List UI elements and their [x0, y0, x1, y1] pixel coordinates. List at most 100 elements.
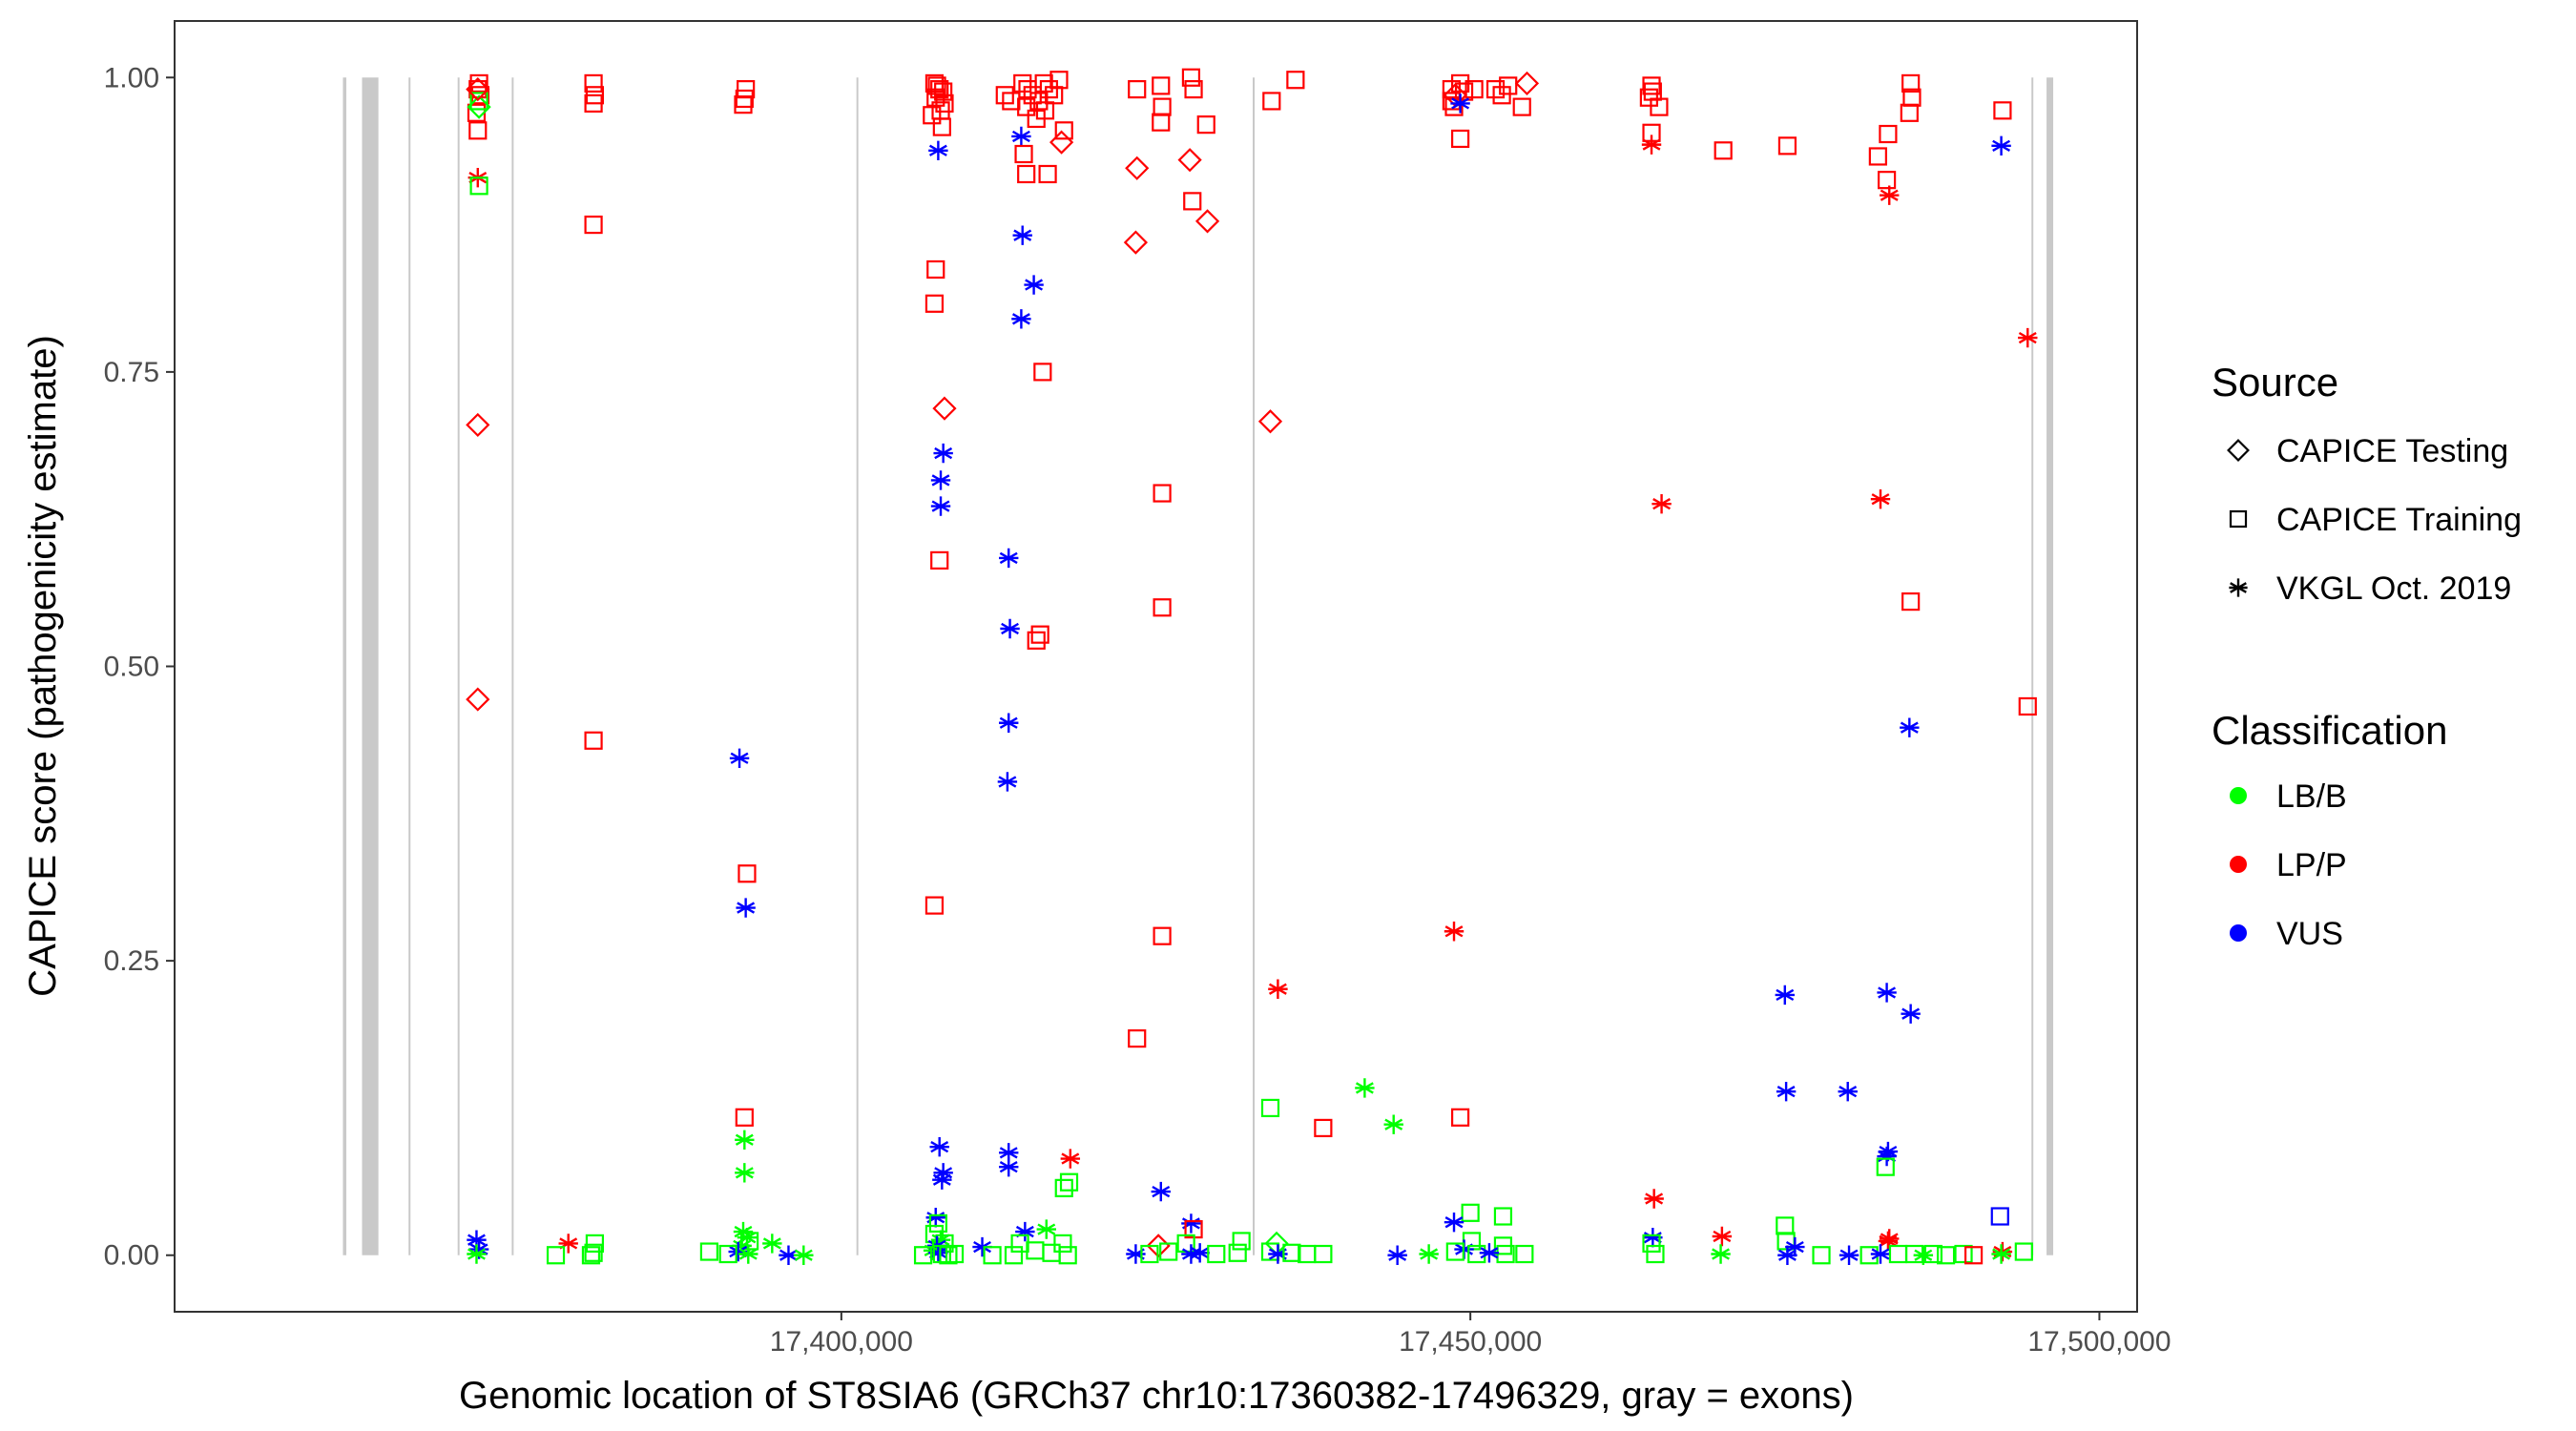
x-tick-label: 17,500,000: [2027, 1326, 2171, 1358]
data-point: [1880, 185, 1900, 205]
data-point: [1963, 1246, 1984, 1265]
data-point: [1496, 1244, 1515, 1264]
data-point: [1038, 164, 1057, 184]
data-point: [983, 1246, 1002, 1265]
data-point: [1444, 1212, 1465, 1233]
legend-key-square-icon: [2229, 509, 2248, 529]
data-point: [1775, 985, 1795, 1006]
data-point: [1465, 80, 1484, 99]
legend-shape-entries: CAPICE Testing CAPICE Training VKGL Oct. 2…: [2227, 433, 2522, 607]
exon-band: [2046, 77, 2054, 1255]
data-point: [1153, 926, 1172, 945]
plot-background: [175, 21, 2137, 1312]
data-point: [1152, 113, 1171, 132]
data-point: [1643, 1228, 1663, 1248]
data-point: [1954, 1244, 1973, 1264]
data-point: [1039, 80, 1059, 99]
data-point: [1877, 983, 1897, 1003]
data-point: [1059, 1172, 1079, 1192]
data-point: [1992, 1241, 2013, 1262]
data-point: [1054, 121, 1073, 140]
data-point: [1870, 1244, 1891, 1264]
data-point: [733, 1221, 754, 1242]
data-point: [699, 1242, 719, 1261]
data-point: [926, 259, 945, 280]
data-point: [1181, 1244, 1201, 1264]
data-point: [1639, 88, 1658, 107]
data-point: [1184, 80, 1203, 99]
legend-key-asterisk-icon: [2229, 578, 2248, 597]
data-point: [468, 1239, 489, 1259]
data-point: [1991, 1244, 2011, 1264]
data-point: [999, 548, 1019, 569]
data-point: [1268, 979, 1288, 999]
data-point: [2014, 1242, 2033, 1261]
data-point: [1257, 409, 1283, 434]
data-point: [1286, 71, 1305, 90]
data-point: [466, 412, 490, 438]
exon-band: [856, 77, 859, 1255]
data-point: [930, 550, 949, 570]
data-point: [1515, 1244, 1534, 1264]
data-point: [1355, 1078, 1375, 1098]
data-point: [1017, 97, 1036, 116]
data-point: [1479, 1243, 1500, 1263]
data-point: [1650, 97, 1669, 116]
data-point: [924, 896, 945, 915]
y-tick-label: 1.00: [104, 62, 159, 93]
data-point: [929, 1136, 949, 1157]
data-point: [1461, 1203, 1480, 1222]
data-point: [1123, 230, 1149, 255]
data-point: [1499, 76, 1518, 95]
data-point: [468, 121, 488, 140]
data-point: [1228, 1243, 1247, 1262]
data-point: [1207, 1244, 1226, 1264]
data-point: [1190, 1243, 1210, 1263]
legend-key-color-icon: [2230, 924, 2247, 942]
data-point: [546, 1246, 566, 1265]
data-point: [1878, 1141, 1899, 1162]
data-point: [1990, 1207, 2009, 1226]
data-points: [466, 68, 2038, 1265]
data-point: [1002, 92, 1021, 111]
data-point: [913, 1246, 933, 1265]
legend-key-color-icon: [2230, 856, 2247, 873]
legend-label: LB/B: [2276, 778, 2347, 815]
data-point: [1485, 80, 1506, 99]
data-point: [736, 898, 756, 918]
data-point: [466, 76, 490, 102]
y-tick-label: 0.25: [104, 945, 159, 977]
data-point: [1314, 1244, 1333, 1264]
data-point: [923, 106, 942, 125]
data-point: [1712, 1226, 1733, 1247]
data-point: [1419, 1244, 1439, 1264]
data-point: [928, 1243, 948, 1263]
data-point: [581, 1246, 601, 1265]
data-point: [995, 86, 1014, 105]
data-point: [1870, 489, 1891, 509]
data-point: [1642, 76, 1661, 95]
data-point: [584, 93, 603, 114]
data-point: [737, 864, 757, 883]
data-point: [1268, 1244, 1288, 1264]
data-point: [999, 713, 1019, 733]
data-point: [1034, 73, 1053, 93]
data-point: [1991, 135, 2011, 156]
data-point: [933, 1163, 953, 1183]
data-point: [972, 1236, 992, 1257]
data-point: [1993, 101, 2012, 120]
data-point: [999, 1143, 1019, 1163]
data-point: [1314, 1118, 1333, 1138]
data-point: [735, 1108, 754, 1127]
data-point: [469, 92, 488, 111]
data-point: [1126, 1244, 1146, 1264]
y-axis-title: CAPICE score (pathogenicity estimate): [22, 335, 64, 997]
data-point: [1012, 225, 1032, 245]
data-point: [924, 1224, 945, 1244]
legend-label: CAPICE Training: [2276, 502, 2522, 538]
data-point: [762, 1234, 782, 1254]
data-point: [945, 1244, 965, 1264]
x-tick-label: 17,450,000: [1399, 1326, 1542, 1358]
data-point: [1260, 1098, 1280, 1118]
data-point: [1454, 82, 1474, 101]
